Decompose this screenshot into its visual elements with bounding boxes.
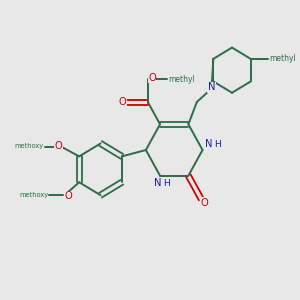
Text: methyl: methyl	[168, 75, 195, 84]
Text: methoxy: methoxy	[20, 192, 49, 198]
Text: methoxy: methoxy	[14, 143, 43, 149]
Text: H: H	[163, 179, 169, 188]
Text: O: O	[148, 73, 156, 83]
Text: O: O	[201, 198, 209, 208]
Text: N: N	[208, 82, 215, 92]
Text: N: N	[154, 178, 161, 188]
Text: N: N	[205, 139, 212, 149]
Text: O: O	[54, 141, 62, 151]
Text: O: O	[119, 97, 127, 107]
Text: methyl: methyl	[269, 54, 296, 63]
Text: H: H	[214, 140, 220, 148]
Text: O: O	[64, 191, 72, 201]
